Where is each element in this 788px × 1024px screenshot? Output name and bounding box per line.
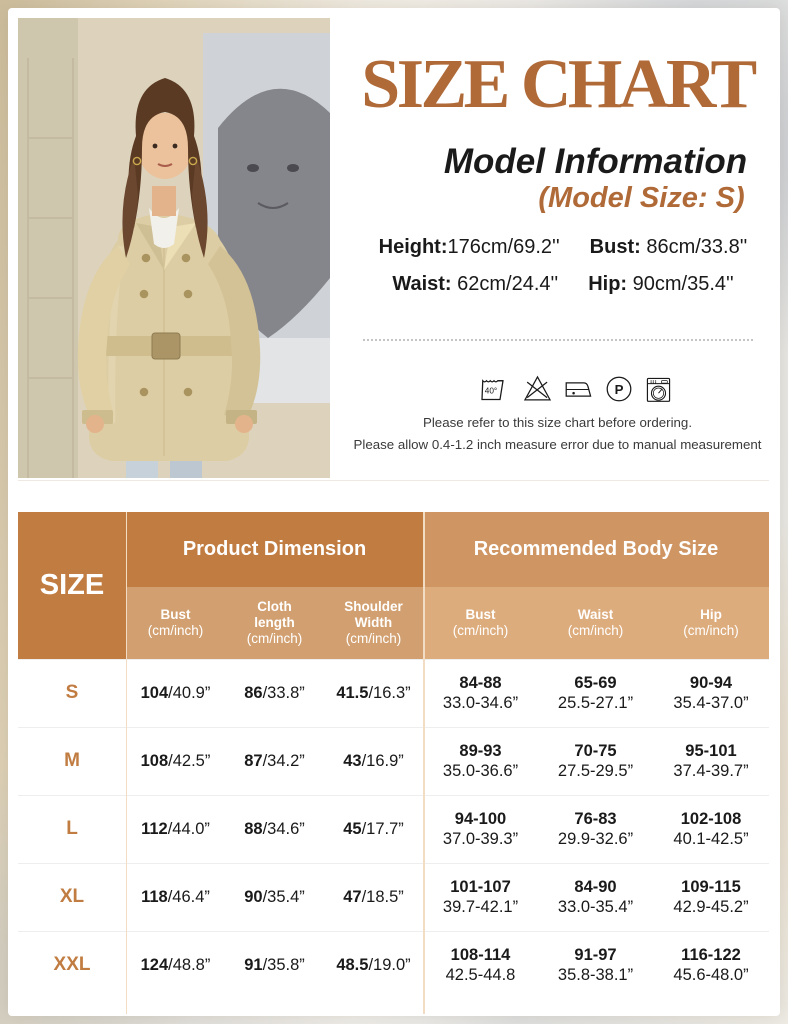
svg-text:P: P bbox=[615, 382, 624, 397]
svg-text:40°: 40° bbox=[484, 387, 496, 396]
